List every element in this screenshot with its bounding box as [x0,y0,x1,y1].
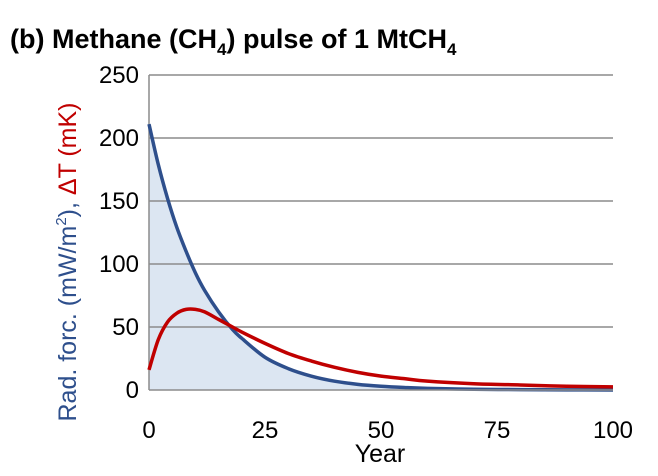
y-tick-label: 150 [99,188,139,215]
grid-lines [149,74,613,328]
y-tick-label: 50 [112,314,139,341]
x-tick-label: 75 [484,417,511,444]
x-tick-label: 50 [368,417,395,444]
forcing-area-fill [149,124,613,390]
x-axis-ticks: 0 25 50 75 100 [142,417,633,444]
y-axis-label-separator: ), [54,195,82,217]
y-axis-label-temperature: ΔT (mK) [54,102,82,195]
y-tick-label: 250 [99,62,139,89]
y-axis-label-superscript: 2 [53,217,70,225]
series-line-radiative-forcing [147,123,614,392]
x-tick-label: 0 [142,417,155,444]
y-axis-ticks: 0 50 100 150 200 250 [99,62,139,404]
x-tick-label: 25 [252,417,279,444]
y-axis-label: Rad. forc. (mW/m2), ΔT (mK) [53,102,82,421]
y-axis-label-forcing: Rad. forc. (mW/m [54,226,82,422]
chart-title-middle: ) pulse of 1 MtCH [226,24,447,54]
chart-title-subscript-1: 4 [217,40,227,59]
y-tick-label: 0 [126,377,139,404]
plot-area [147,74,614,392]
y-tick-label: 200 [99,125,139,152]
x-tick-label: 100 [593,417,633,444]
y-tick-label: 100 [99,251,139,278]
chart-title-prefix: (b) Methane (CH [10,24,217,54]
x-axis-label: Year [355,440,406,468]
chart-title-subscript-2: 4 [447,40,457,59]
chart-title: (b) Methane (CH4) pulse of 1 MtCH4 [10,24,457,59]
series-line-temperature-change [147,307,614,389]
